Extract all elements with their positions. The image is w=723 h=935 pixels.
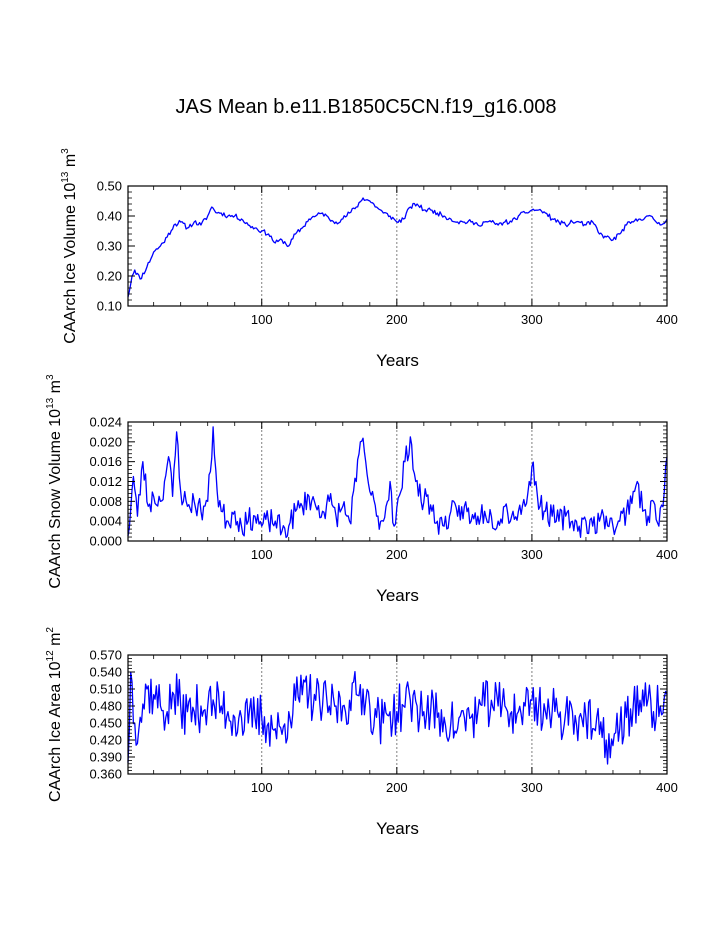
- series-line-snow_volume: [127, 426, 668, 539]
- y-tick-label: 0.540: [89, 665, 122, 680]
- x-tick-label: 300: [521, 312, 543, 327]
- panel-2: 0.000 0.004 0.008 0.012 0.016 0.020 0.024 100 20…: [45, 374, 678, 605]
- y-tick-label: 0.10: [97, 299, 122, 314]
- x-tick-label: 400: [656, 780, 678, 795]
- x-tick-label: 400: [656, 547, 678, 562]
- x-tick-label: 300: [521, 780, 543, 795]
- x-tick-label: 200: [386, 312, 408, 327]
- plot-frame: [127, 654, 668, 775]
- series-line-ice_area: [127, 671, 668, 765]
- panel-3: 0.360 0.390 0.420 0.450 0.480 0.510 0.540 0.570…: [45, 627, 678, 838]
- y-tick-label: 0.420: [89, 733, 122, 748]
- y-tick-label: 0.360: [89, 767, 122, 782]
- x-tick-label: 200: [386, 547, 408, 562]
- y-tick-label: 0.450: [89, 716, 122, 731]
- series-line-ice_volume: [127, 197, 668, 298]
- y-tick-label: 0.016: [89, 454, 122, 469]
- x-tick-label: 200: [386, 780, 408, 795]
- plot-frame: [127, 185, 668, 307]
- y-tick-label: 0.480: [89, 699, 122, 714]
- panel-1: 0.10 0.20 0.30 0.40 0.50 100 200 300 400 Years CAA…: [60, 148, 678, 370]
- y-tick-label: 0.012: [89, 474, 122, 489]
- y-tick-label: 0.30: [97, 239, 122, 254]
- x-tick-label: 100: [251, 547, 273, 562]
- x-tick-label: 300: [521, 547, 543, 562]
- y-tick-label: 0.024: [89, 415, 122, 430]
- y-axis-label: CAArch Snow Volume 1013 m3: [45, 374, 64, 589]
- chart-title: JAS Mean b.e11.B1850C5CN.f19_g16.008: [175, 96, 556, 118]
- y-tick-label: 0.020: [89, 434, 122, 449]
- y-tick-label: 0.004: [89, 514, 122, 529]
- y-axis-label: CAArch Ice Area 1012 m2: [45, 627, 64, 802]
- y-tick-label: 0.40: [97, 209, 122, 224]
- y-tick-label: 0.390: [89, 750, 122, 765]
- x-tick-label: 100: [251, 312, 273, 327]
- y-tick-label: 0.000: [89, 534, 122, 549]
- x-axis-label: Years: [376, 819, 419, 838]
- x-tick-label: 100: [251, 780, 273, 795]
- y-tick-label: 0.510: [89, 682, 122, 697]
- y-axis-label: CAArch Ice Volume 1013 m3: [60, 148, 79, 344]
- y-tick-label: 0.20: [97, 269, 122, 284]
- x-tick-label: 400: [656, 312, 678, 327]
- y-tick-label: 0.50: [97, 179, 122, 194]
- y-tick-label: 0.008: [89, 494, 122, 509]
- y-tick-label: 0.570: [89, 648, 122, 663]
- x-axis-label: Years: [376, 351, 419, 370]
- x-axis-label: Years: [376, 586, 419, 605]
